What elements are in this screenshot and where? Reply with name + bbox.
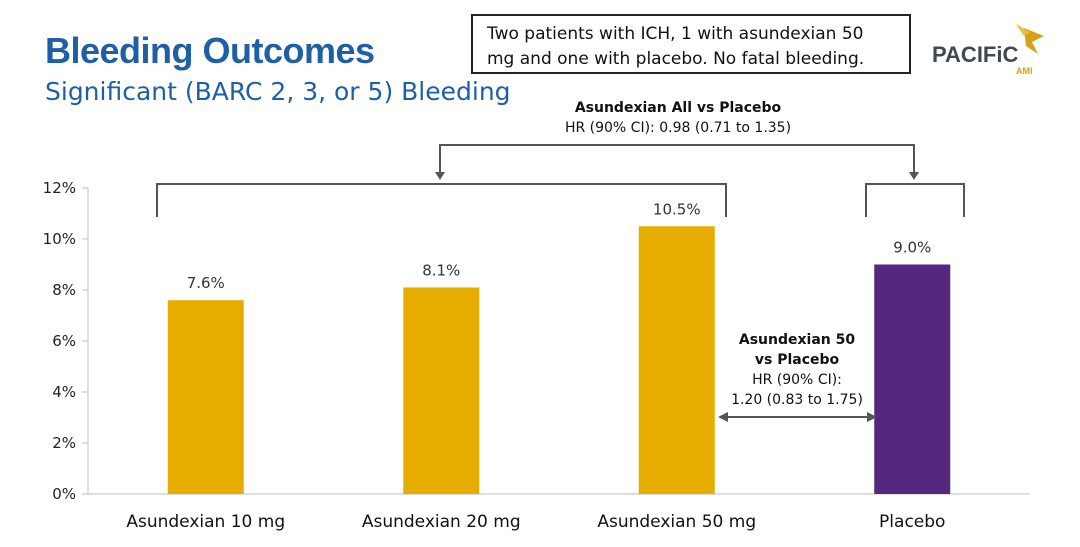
ich-note-box: Two patients with ICH, 1 with asundexian…: [471, 14, 911, 74]
slide-title: Bleeding Outcomes: [45, 30, 375, 71]
y-tick-label: 6%: [52, 332, 76, 350]
slide-subtitle: Significant (BARC 2, 3, or 5) Bleeding: [45, 77, 511, 106]
annotation-50-heading-2: vs Placebo: [755, 352, 840, 368]
annotation-all-hr: HR (90% CI): 0.98 (0.71 to 1.35): [565, 120, 791, 136]
chart-axes: 0% 2% 4% 6% 8% 10% 12%: [43, 179, 1030, 503]
bar: [638, 226, 715, 494]
bracket-all-vs-placebo: [439, 144, 915, 174]
bracket-asundexian-all: [156, 183, 727, 217]
arrow-left-icon: [718, 412, 728, 422]
y-tick-label: 12%: [43, 179, 76, 197]
logo-wing-icon: [1016, 24, 1044, 54]
x-tick-label: Asundexian 10 mg: [126, 512, 285, 532]
pacific-ami-logo: PACIFiC AMI: [932, 22, 1052, 82]
annotation-all-heading: Asundexian All vs Placebo: [575, 100, 782, 116]
x-tick-label: Asundexian 50 mg: [597, 512, 756, 532]
annotation-50-heading-1: Asundexian 50: [739, 332, 855, 348]
x-tick-label: Placebo: [879, 512, 945, 532]
annotation-50-hr-1: HR (90% CI):: [752, 372, 842, 388]
logo-text: PACIFiC: [932, 42, 1019, 67]
x-tick-label: Asundexian 20 mg: [362, 512, 521, 532]
y-tick-label: 2%: [52, 434, 76, 452]
y-tick-label: 0%: [52, 485, 76, 503]
bar-value-label: 8.1%: [422, 261, 460, 279]
y-tick-label: 4%: [52, 383, 76, 401]
bar-value-label: 7.6%: [187, 274, 225, 292]
logo-subtext: AMI: [1016, 66, 1033, 76]
arrow-down-left-icon: [435, 172, 445, 180]
chart-bars: 7.6% Asundexian 10 mg 8.1% Asundexian 20 mg…: [126, 200, 951, 532]
annotation-50-hr-2: 1.20 (0.83 to 1.75): [731, 392, 863, 408]
bar-value-label: 10.5%: [653, 200, 701, 218]
y-tick-label: 10%: [43, 230, 76, 248]
bar: [167, 300, 244, 494]
bar-value-label: 9.0%: [893, 239, 931, 257]
bar: [874, 264, 951, 494]
bracket-placebo: [865, 183, 965, 217]
arrow-right-icon: [867, 412, 877, 422]
y-tick-label: 8%: [52, 281, 76, 299]
bar: [403, 287, 480, 494]
arrow-down-right-icon: [909, 172, 919, 180]
